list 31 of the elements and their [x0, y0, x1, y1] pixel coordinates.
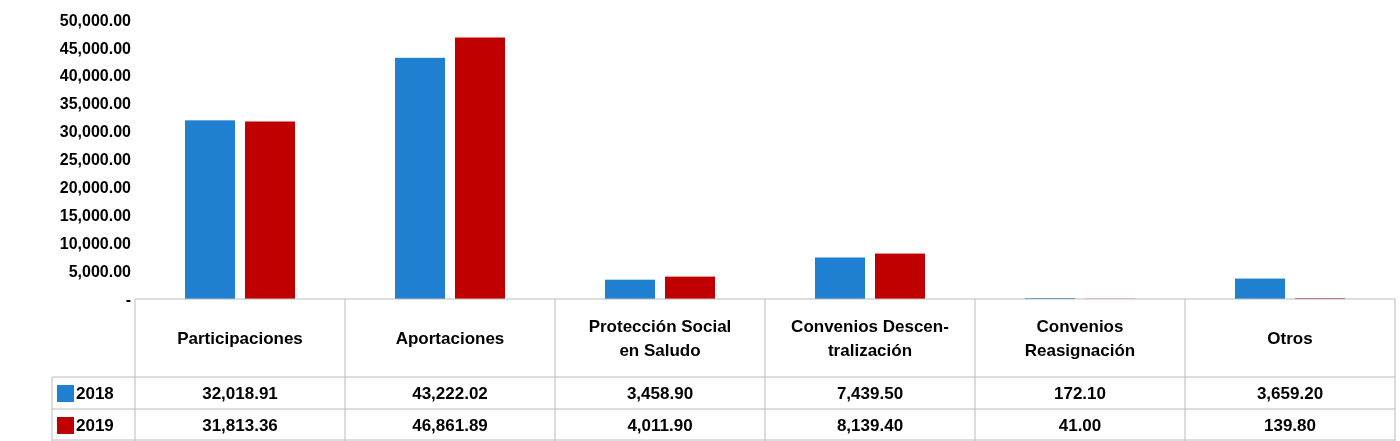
legend-label: 2019 — [76, 415, 114, 435]
data-label: 172.10 — [1054, 383, 1106, 403]
data-label: 32,018.91 — [202, 383, 278, 403]
data-label: 4,011.90 — [627, 415, 693, 435]
x-tick-label: Aportaciones — [395, 329, 505, 348]
y-tick-label: 20,000.00 — [59, 179, 132, 196]
y-tick-label: 50,000.00 — [59, 11, 132, 29]
data-label: 3,458.90 — [626, 383, 694, 403]
data-label: 7,439.50 — [836, 383, 904, 403]
x-tick-label: Convenios Reasignación — [1024, 317, 1136, 360]
data-label: 43,222.02 — [412, 383, 488, 403]
data-label: 41.00 — [1058, 415, 1102, 435]
y-tick-label: 15,000.00 — [59, 206, 132, 224]
x-tick-label: Otros — [1267, 329, 1313, 348]
y-tick-label: 35,000.00 — [59, 95, 132, 113]
y-tick-label: 25,000.00 — [59, 151, 132, 169]
legend-label: 2018 — [76, 383, 114, 403]
x-tick-label: Protección Social en Saludo — [588, 317, 732, 360]
y-tick-label: 40,000.00 — [59, 67, 132, 85]
y-tick-label: 45,000.00 — [59, 39, 132, 57]
data-label: 3,659.20 — [1256, 383, 1324, 403]
x-tick-label: Participaciones — [177, 329, 303, 348]
y-tick-label: - — [125, 290, 131, 308]
x-tick-label: Convenios Descen- tralización — [791, 317, 949, 360]
y-tick-label: 5,000.00 — [68, 262, 132, 280]
data-label: 139.80 — [1264, 415, 1316, 435]
y-tick-label: 10,000.00 — [59, 234, 132, 252]
data-label: 8,139.40 — [836, 415, 904, 435]
y-tick-label: 30,000.00 — [59, 123, 132, 141]
data-label: 31,813.36 — [202, 415, 278, 435]
data-label: 46,861.89 — [412, 415, 488, 435]
